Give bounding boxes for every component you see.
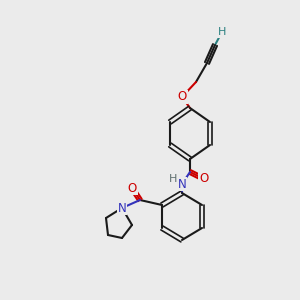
Text: H: H: [218, 27, 226, 37]
Text: H: H: [169, 174, 177, 184]
Text: N: N: [178, 178, 186, 190]
Text: N: N: [118, 202, 126, 214]
Text: O: O: [200, 172, 208, 185]
Text: O: O: [128, 182, 136, 194]
Text: O: O: [177, 91, 187, 103]
